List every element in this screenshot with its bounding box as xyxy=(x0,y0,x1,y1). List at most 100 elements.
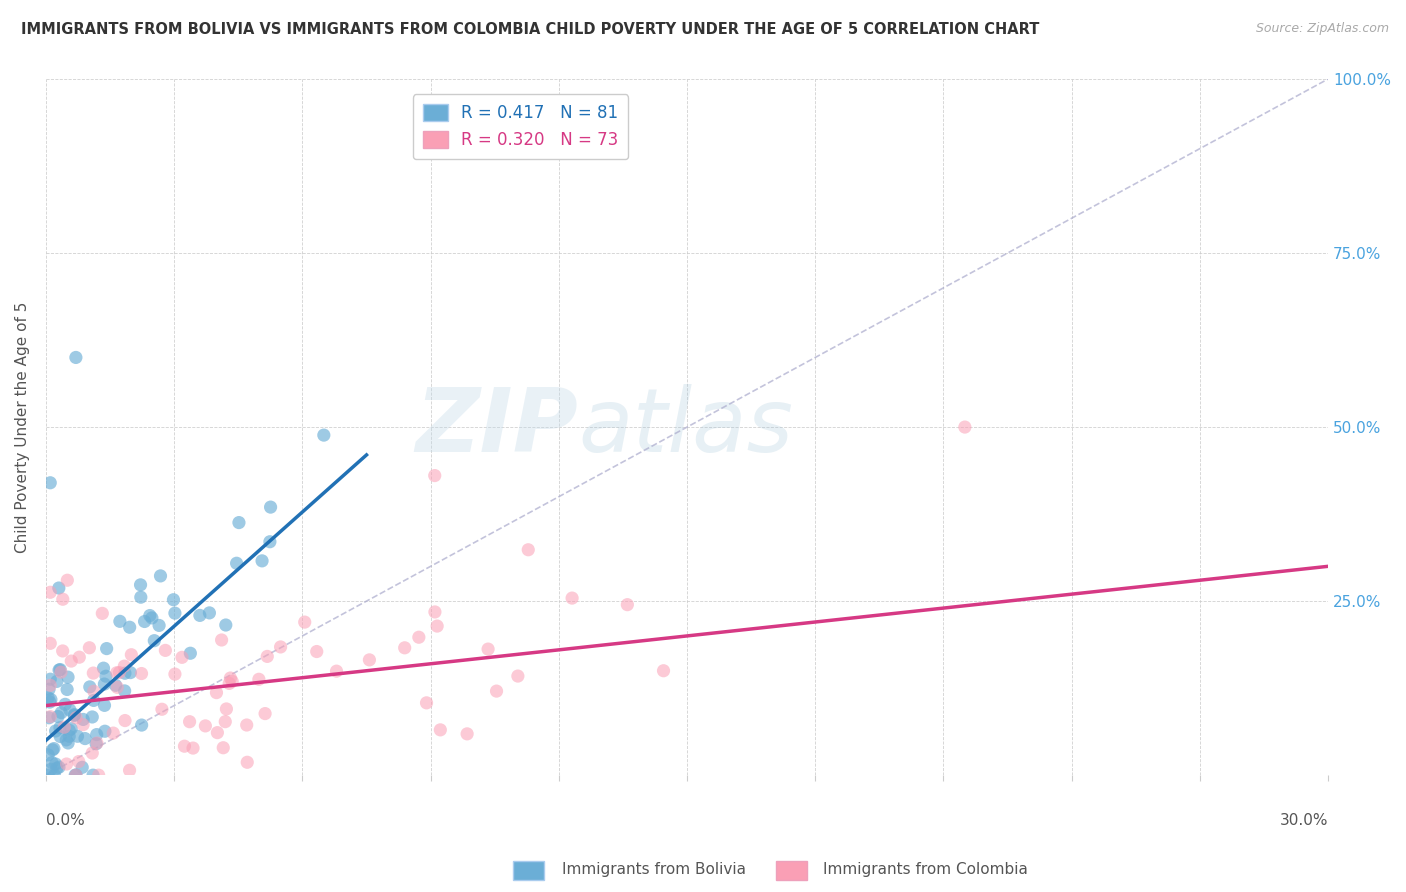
Point xyxy=(41,756,63,770)
Point xyxy=(170,650,193,665)
Point xyxy=(65,768,87,782)
Point xyxy=(150,702,173,716)
Point xyxy=(49,730,72,744)
Point xyxy=(60,722,83,736)
Point xyxy=(42,741,65,756)
Point xyxy=(517,542,540,557)
Point xyxy=(120,665,142,680)
Point xyxy=(143,633,166,648)
Point xyxy=(94,669,117,683)
Point xyxy=(561,591,583,606)
Point xyxy=(250,554,273,568)
Point xyxy=(218,676,240,690)
Point xyxy=(39,763,62,777)
Point xyxy=(426,619,449,633)
Point xyxy=(58,729,80,743)
Point xyxy=(83,684,105,698)
Point xyxy=(108,665,131,680)
Point xyxy=(82,746,104,760)
Point xyxy=(63,707,86,722)
Point xyxy=(259,500,281,515)
Point xyxy=(139,608,162,623)
Point xyxy=(228,516,250,530)
Point xyxy=(211,632,233,647)
Point xyxy=(103,726,125,740)
Point xyxy=(616,598,638,612)
Point xyxy=(93,698,115,713)
Point xyxy=(105,665,128,680)
Point xyxy=(51,706,73,720)
Point xyxy=(254,706,277,721)
Point xyxy=(86,728,108,742)
Point xyxy=(131,718,153,732)
Point xyxy=(408,630,430,644)
Point xyxy=(58,723,80,738)
Point xyxy=(39,636,62,650)
Point xyxy=(45,723,67,738)
Point xyxy=(423,605,446,619)
Point xyxy=(52,644,75,658)
Point xyxy=(53,720,76,734)
Point xyxy=(194,719,217,733)
Point xyxy=(38,695,60,709)
Point xyxy=(39,692,62,706)
Point xyxy=(652,664,675,678)
Point xyxy=(83,693,105,707)
Point xyxy=(56,682,79,697)
Point xyxy=(94,724,117,739)
Point xyxy=(506,669,529,683)
Point xyxy=(65,768,87,782)
Point xyxy=(37,690,59,705)
Point xyxy=(72,713,94,727)
Text: ZIP: ZIP xyxy=(415,384,578,471)
Point xyxy=(120,648,142,662)
Point xyxy=(65,711,87,725)
Point xyxy=(55,732,77,747)
Text: 0.0%: 0.0% xyxy=(46,814,84,829)
Point xyxy=(325,664,347,678)
Point xyxy=(39,475,62,490)
Text: atlas: atlas xyxy=(578,384,793,470)
Point xyxy=(39,585,62,599)
Point xyxy=(173,739,195,754)
Text: IMMIGRANTS FROM BOLIVIA VS IMMIGRANTS FROM COLOMBIA CHILD POVERTY UNDER THE AGE : IMMIGRANTS FROM BOLIVIA VS IMMIGRANTS FR… xyxy=(21,22,1039,37)
Point xyxy=(215,618,238,632)
Point xyxy=(108,615,131,629)
Point xyxy=(235,718,257,732)
Point xyxy=(305,644,328,658)
Text: 30.0%: 30.0% xyxy=(1279,814,1329,829)
Text: Immigrants from Colombia: Immigrants from Colombia xyxy=(823,863,1028,877)
Point xyxy=(56,573,79,587)
Text: Source: ZipAtlas.com: Source: ZipAtlas.com xyxy=(1256,22,1389,36)
Point xyxy=(39,678,62,692)
Point xyxy=(82,666,104,681)
Point xyxy=(49,665,72,680)
Point xyxy=(105,681,128,695)
Point xyxy=(141,611,163,625)
Point xyxy=(256,649,278,664)
Point xyxy=(394,640,416,655)
Point xyxy=(953,420,976,434)
Point xyxy=(67,755,90,769)
Point xyxy=(48,581,70,595)
Point xyxy=(37,768,59,782)
Point xyxy=(70,760,93,774)
Point xyxy=(118,620,141,634)
Point xyxy=(49,663,72,677)
Point xyxy=(188,608,211,623)
Point xyxy=(84,737,107,751)
Point xyxy=(79,680,101,694)
Point xyxy=(118,764,141,778)
Point xyxy=(294,615,316,629)
Point xyxy=(485,684,508,698)
Point xyxy=(45,761,67,775)
Point xyxy=(162,592,184,607)
Legend: R = 0.417   N = 81, R = 0.320   N = 73: R = 0.417 N = 81, R = 0.320 N = 73 xyxy=(412,95,628,159)
Point xyxy=(163,667,186,681)
Point xyxy=(93,677,115,691)
Point xyxy=(429,723,451,737)
Point xyxy=(48,760,70,774)
Point xyxy=(114,684,136,698)
Point xyxy=(114,714,136,728)
Point xyxy=(72,717,94,731)
